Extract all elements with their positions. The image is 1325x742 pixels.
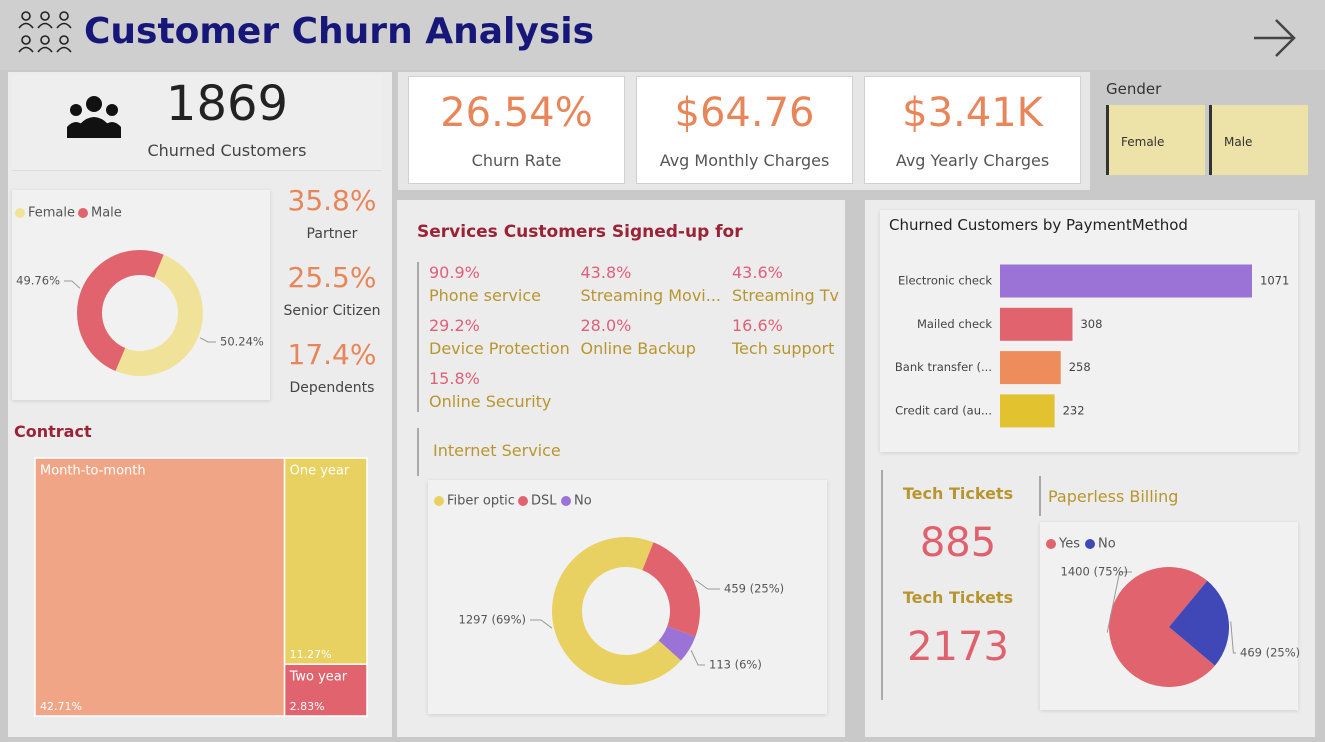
slicer-option[interactable]: Female [1106, 105, 1205, 175]
paperless-chart-card [1040, 522, 1298, 710]
internet-chart-card [428, 480, 827, 714]
kpi-label: Avg Yearly Charges [895, 151, 1050, 170]
stat-label: Partner [306, 226, 358, 242]
service-value: 43.8% [580, 263, 632, 282]
service-label: Streaming Movi... [580, 286, 721, 305]
kpi-value: $3.41K [902, 90, 1043, 136]
chart-title: Internet Service [433, 441, 561, 460]
page-title: Customer Churn Analysis [84, 11, 595, 52]
stat-value: 35.8% [287, 184, 377, 217]
churned-value: 1869 [165, 76, 289, 132]
divider [881, 470, 883, 700]
kpi-card [864, 76, 1081, 184]
tickets-value: 2173 [907, 624, 1009, 670]
service-label: Streaming Tv [732, 286, 839, 305]
service-value: 15.8% [429, 369, 480, 388]
stat-label: Senior Citizen [283, 303, 381, 319]
tickets-value: 885 [919, 520, 997, 566]
service-label: Device Protection [429, 339, 570, 358]
divider [417, 428, 419, 476]
slicer-option[interactable]: Male [1209, 105, 1308, 175]
divider [1039, 476, 1041, 516]
people-icon [67, 96, 121, 138]
payment-chart-card [880, 210, 1298, 452]
header-icon [18, 11, 72, 53]
left-panel [8, 72, 392, 737]
tickets-title: Tech Tickets [902, 588, 1014, 607]
kpi-label: Avg Monthly Charges [659, 151, 830, 170]
service-label: Online Backup [580, 339, 696, 358]
service-label: Phone service [429, 286, 541, 305]
next-arrow[interactable] [1250, 16, 1300, 60]
service-value: 16.6% [732, 316, 783, 335]
service-value: 29.2% [429, 316, 480, 335]
chart-title: Churned Customers by PaymentMethod [889, 216, 1188, 234]
divider [417, 262, 419, 412]
services-title: Services Customers Signed-up for [417, 222, 743, 242]
stat-label: Dependents [289, 380, 375, 396]
header-bar [0, 0, 1325, 70]
service-label: Online Security [429, 392, 552, 411]
service-label: Tech support [732, 339, 835, 358]
kpi-value: $64.76 [674, 90, 815, 136]
chart-title: Paperless Billing [1048, 487, 1179, 506]
kpi-card [408, 76, 625, 184]
stat-value: 25.5% [287, 261, 377, 294]
service-value: 28.0% [580, 316, 632, 335]
churned-label: Churned Customers [147, 141, 307, 160]
service-value: 43.6% [732, 263, 783, 282]
gender-chart-card [12, 190, 270, 400]
kpi-label: Churn Rate [471, 151, 562, 170]
kpi-card [636, 76, 853, 184]
tickets-title: Tech Tickets [902, 484, 1014, 503]
slicer-title: Gender [1106, 80, 1162, 98]
kpi-value: 26.54% [440, 90, 593, 136]
chart-title: Contract [14, 422, 92, 441]
stat-value: 17.4% [287, 338, 377, 371]
service-value: 90.9% [429, 263, 480, 282]
